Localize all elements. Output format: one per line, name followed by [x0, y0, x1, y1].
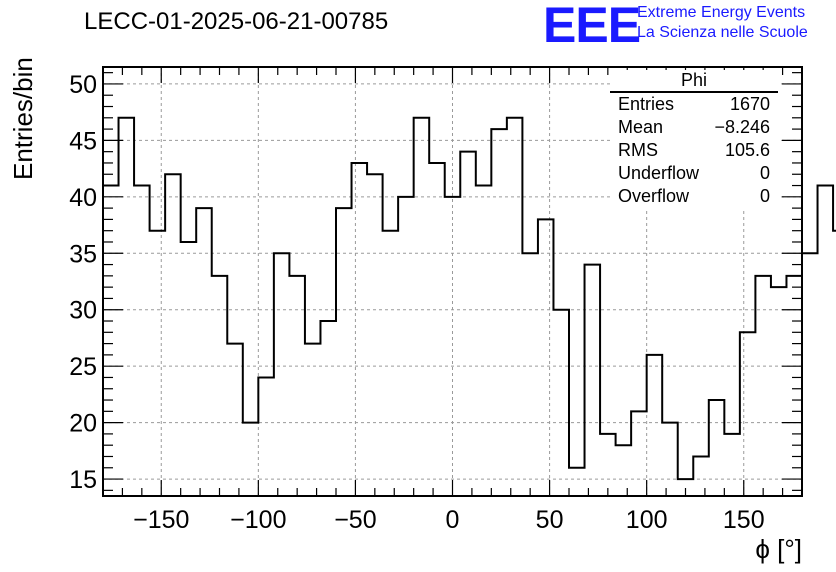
stats-row-mean: Mean −8.246	[610, 116, 778, 139]
stats-row-entries: Entries 1670	[610, 93, 778, 116]
y-tick-label: 35	[69, 240, 97, 268]
y-tick-label: 25	[69, 353, 97, 381]
histogram-line	[103, 116, 836, 481]
y-axis-label: Entries/bin	[8, 57, 38, 180]
eee-logo: EEE	[543, 0, 641, 53]
y-tick-label: 30	[69, 297, 97, 325]
stats-label: Overflow	[618, 186, 690, 206]
x-tick-label: −150	[133, 506, 189, 534]
x-tick-label: 0	[446, 506, 460, 534]
stats-box: Phi Entries 1670 Mean −8.246 RMS 105.6 U…	[610, 70, 778, 208]
y-tick-label: 40	[69, 184, 97, 212]
x-tick-label: 150	[723, 506, 765, 534]
stats-label: Underflow	[618, 163, 700, 183]
brand-line-1: Extreme Energy Events	[637, 4, 806, 21]
stats-label: Mean	[618, 117, 664, 137]
stats-value: 1670	[729, 94, 770, 114]
plot-title: LECC-01-2025-06-21-00785	[84, 8, 389, 35]
y-tick-label: 45	[69, 127, 97, 155]
stats-title: Phi	[610, 70, 778, 93]
stats-label: Entries	[618, 94, 675, 114]
tick-labels-layer: 15 20 25 30 35 40 45 50 −150 −100 −50 0 50 100 150	[69, 71, 764, 534]
stats-label: RMS	[618, 140, 658, 160]
y-tick-label: 50	[69, 71, 97, 99]
stats-value: −8.246	[714, 117, 770, 137]
x-tick-label: 100	[626, 506, 668, 534]
stats-row-overflow: Overflow 0	[610, 185, 778, 208]
x-axis-label: ϕ [°]	[755, 534, 802, 564]
histogram-layer	[103, 116, 836, 481]
y-tick-label: 15	[69, 466, 97, 494]
x-tick-label: −50	[334, 506, 376, 534]
stats-row-rms: RMS 105.6	[610, 139, 778, 162]
y-tick-label: 20	[69, 410, 97, 438]
x-tick-label: −100	[230, 506, 286, 534]
stats-value: 105.6	[724, 140, 770, 160]
stats-value: 0	[759, 186, 770, 206]
stats-row-underflow: Underflow 0	[610, 162, 778, 185]
brand-line-2: La Scienza nelle Scuole	[637, 24, 808, 41]
axes-layer	[102, 66, 803, 497]
x-tick-label: 50	[536, 506, 564, 534]
stats-value: 0	[759, 163, 770, 183]
